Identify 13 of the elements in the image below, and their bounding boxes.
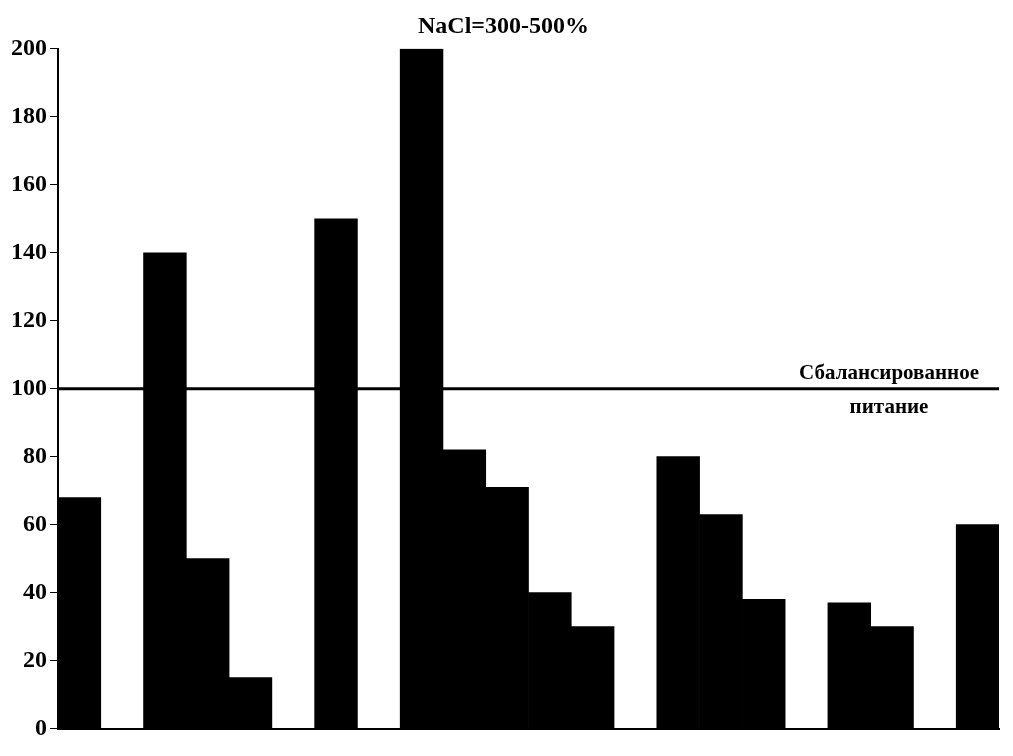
y-tick-label: 0 xyxy=(35,713,47,740)
y-tick-label: 100 xyxy=(11,373,47,400)
ref-line-label: Сбалансированное питание xyxy=(799,359,979,418)
y-tick-label: 140 xyxy=(11,237,47,264)
y-tick-label: 80 xyxy=(23,441,47,468)
y-tick-label: 20 xyxy=(23,645,47,672)
y-tick-label: 200 xyxy=(11,34,47,60)
chart-title: NaCl=300-500% xyxy=(418,11,589,38)
y-tick-label: 120 xyxy=(11,305,47,332)
y-tick-label: 180 xyxy=(11,101,47,128)
y-tick-label: 160 xyxy=(11,169,47,196)
y-tick-label: 60 xyxy=(23,509,47,536)
y-tick-label: 40 xyxy=(23,577,47,604)
